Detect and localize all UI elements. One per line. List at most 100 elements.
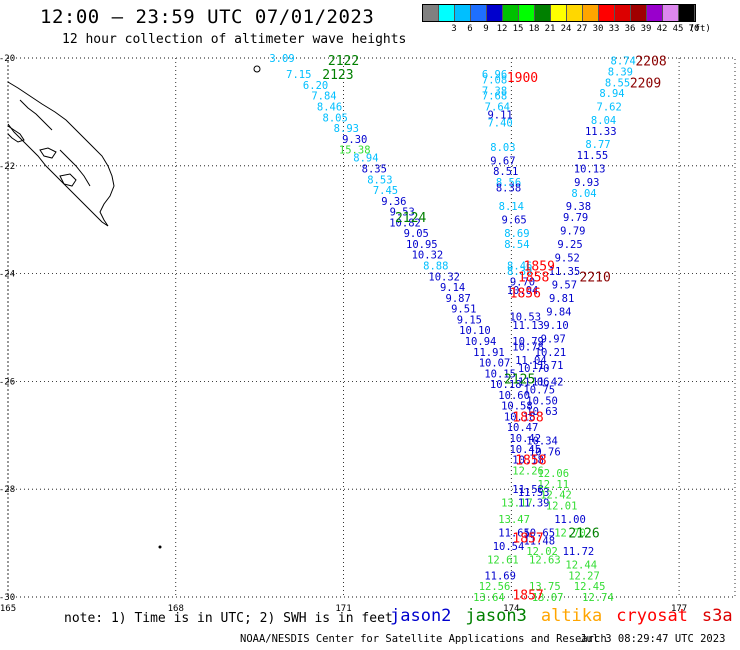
track-time-label: 1857 (512, 588, 543, 603)
lat-tick-label: -24 (0, 270, 15, 280)
track-time-label: 2209 (630, 76, 661, 91)
wave-height-value: 9.79 (560, 225, 585, 237)
wave-height-value: 10.82 (389, 217, 421, 229)
wave-height-value: 10.75 (523, 384, 555, 396)
wave-height-value: 8.69 (504, 228, 529, 240)
wave-height-value: 9.53 (390, 207, 415, 219)
axis-tick-labels: 165 168 171 174 177-20-22-24-26-28-30 (0, 54, 687, 614)
island-dot-2 (158, 545, 162, 549)
wave-height-value: 10.63 (526, 406, 558, 418)
color-scale-labels: 3 6 9 12 15 18 21 24 27 30 33 36 39 42 45 70 (ft) (422, 22, 711, 36)
wave-height-value: 10.10 (459, 325, 491, 337)
wave-height-value: 8.54 (504, 239, 529, 251)
color-level-label: 36 (624, 24, 636, 34)
track-time-label: 1858 (518, 270, 549, 285)
loyalty-island-2 (39, 147, 57, 159)
track-time-label: 2208 (635, 55, 666, 70)
satellite-name: cryosat (616, 606, 688, 626)
wave-height-value: 10.76 (529, 446, 561, 458)
track-time-label: 2123 (322, 68, 353, 83)
wave-height-value: 10.58 (501, 401, 533, 413)
wave-height-value: 10.78 (512, 341, 544, 353)
wave-height-value: 9.67 (490, 155, 515, 167)
wave-height-value: 10.13 (574, 163, 606, 175)
wave-height-value: 7.40 (487, 118, 512, 130)
wave-height-value: 15.38 (339, 145, 371, 157)
color-level-label: 27 (576, 24, 588, 34)
wave-height-value: 8.93 (334, 123, 359, 135)
wave-height-value: 9.52 (555, 252, 580, 264)
wave-height-value: 10.07 (479, 358, 511, 370)
wave-height-value: 9.10 (543, 320, 568, 332)
wave-height-value: 10.34 (526, 436, 558, 448)
wave-height-value: 8.88 (423, 261, 448, 273)
color-swatch (551, 5, 567, 21)
wave-height-value: 12.26 (512, 465, 544, 477)
wave-height-value: 10.94 (465, 336, 497, 348)
track-time-label: 1900 (507, 71, 538, 86)
wave-height-value: 13.47 (498, 514, 530, 526)
wave-height-value: 13.64 (473, 592, 505, 604)
satellite-name: s3a (701, 606, 733, 626)
wave-height-value: 12.70 (554, 527, 586, 539)
color-swatch (487, 5, 503, 21)
color-level-label: 21 (544, 24, 556, 34)
lon-tick-label: 165 (0, 604, 16, 614)
wave-height-value: 9.14 (440, 282, 465, 294)
wave-height-value: 11.55 (577, 150, 609, 162)
lat-tick-label: -30 (0, 593, 15, 603)
wave-height-value: 9.65 (501, 215, 526, 227)
wave-height-value: 10.45 (509, 444, 541, 456)
wave-height-value: 10.54 (493, 541, 525, 553)
color-swatch (615, 5, 631, 21)
wave-height-value: 8.38 (496, 182, 521, 194)
wave-height-values: 3.097.156.207.848.468.058.939.3015.388.9… (269, 53, 635, 604)
wave-height-value: 9.97 (541, 333, 566, 345)
wave-height-value: 11.71 (532, 360, 564, 372)
wave-height-value: 10.32 (428, 271, 460, 283)
track-time-label: 2124 (395, 211, 426, 226)
wave-height-value: 11.69 (484, 570, 516, 582)
wave-height-value: 10.60 (498, 390, 530, 402)
wave-height-value: 7.08 (482, 75, 507, 87)
wave-height-value: 12.01 (546, 500, 578, 512)
wave-height-value: 6.20 (303, 80, 328, 92)
map-subtitle: 12 hour collection of altimeter wave hei… (62, 32, 407, 47)
wave-height-value: 7.38 (482, 85, 507, 97)
lat-tick-label: -26 (0, 377, 15, 387)
wave-height-value: 9.93 (574, 177, 599, 189)
credit-line: NOAA/NESDIS Center for Satellite Applica… (240, 633, 607, 645)
wave-height-value: 8.53 (367, 174, 392, 186)
wave-height-value: 9.84 (546, 306, 571, 318)
wave-height-value: 11.72 (563, 546, 595, 558)
wave-height-value: 12.56 (479, 581, 511, 593)
color-level-label: 12 (496, 24, 508, 34)
wave-height-value: 12.63 (529, 554, 561, 566)
wave-height-value: 8.51 (493, 166, 518, 178)
track-time-label: 2125 (504, 373, 535, 388)
track-time-label: 1857 (512, 532, 543, 547)
wave-height-value: 9.15 (457, 314, 482, 326)
wave-height-value: 9.87 (446, 293, 471, 305)
wave-height-value: 10.42 (509, 433, 541, 445)
coast-detail-2 (59, 149, 91, 187)
color-level-label: 30 (592, 24, 604, 34)
wave-height-value: 10.70 (518, 363, 550, 375)
wave-height-value: 10.95 (406, 239, 438, 251)
lat-tick-label: -28 (0, 485, 15, 495)
map-title: 12:00 — 23:59 UTC 07/01/2023 (40, 6, 375, 28)
wave-height-value: 11.35 (549, 266, 581, 278)
wave-height-value: 8.46 (317, 102, 342, 114)
color-scale-unit: (ft) (689, 24, 711, 34)
color-level-label: 9 (483, 24, 489, 34)
footnote: note: 1) Time is in UTC; 2) SWH is in fe… (64, 611, 393, 626)
wave-height-value: 9.57 (552, 279, 577, 291)
wave-height-value: 12.06 (537, 468, 569, 480)
color-level-label: 45 (672, 24, 684, 34)
wave-height-value: 12.44 (565, 560, 597, 572)
wave-height-value: 11.91 (473, 347, 505, 359)
wave-height-value: 9.38 (566, 201, 591, 213)
wave-height-value: 13.07 (532, 592, 564, 604)
color-swatch (567, 5, 583, 21)
wave-height-value: 12.02 (526, 546, 558, 558)
